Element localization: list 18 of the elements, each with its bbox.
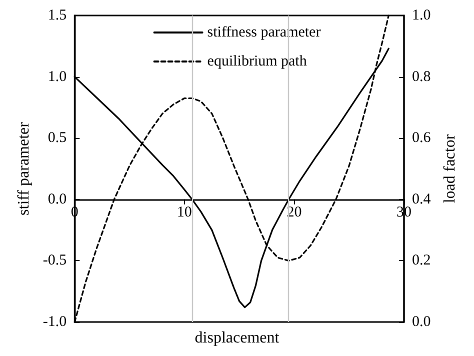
y2-tick-label: 0.4	[412, 191, 432, 208]
y-tick-label: 0.0	[48, 191, 67, 208]
y-axis-title: stiff parameter	[16, 121, 32, 216]
y-tick-label: 1.5	[48, 8, 67, 24]
y2-tick-label: 0.0	[412, 314, 431, 330]
y2-tick-label: 0.6	[412, 130, 432, 146]
y-tick-label: 1.0	[48, 68, 67, 85]
x-axis-title: displacement	[194, 330, 280, 346]
y2-tick-label: 0.8	[412, 68, 431, 85]
y-tick-label: 0.5	[48, 130, 67, 146]
y2-tick-label: 0.2	[412, 252, 431, 269]
y2-axis-title: load factor	[442, 134, 458, 204]
y2-tick-label: 1.0	[412, 8, 431, 24]
x-tick-label: 10	[176, 204, 192, 221]
y-tick-label: -0.5	[42, 252, 67, 269]
legend-label: stiffness parameter	[207, 24, 321, 40]
y-tick-label: -1.0	[42, 314, 67, 330]
legend-label: equilibrium path	[207, 54, 308, 70]
